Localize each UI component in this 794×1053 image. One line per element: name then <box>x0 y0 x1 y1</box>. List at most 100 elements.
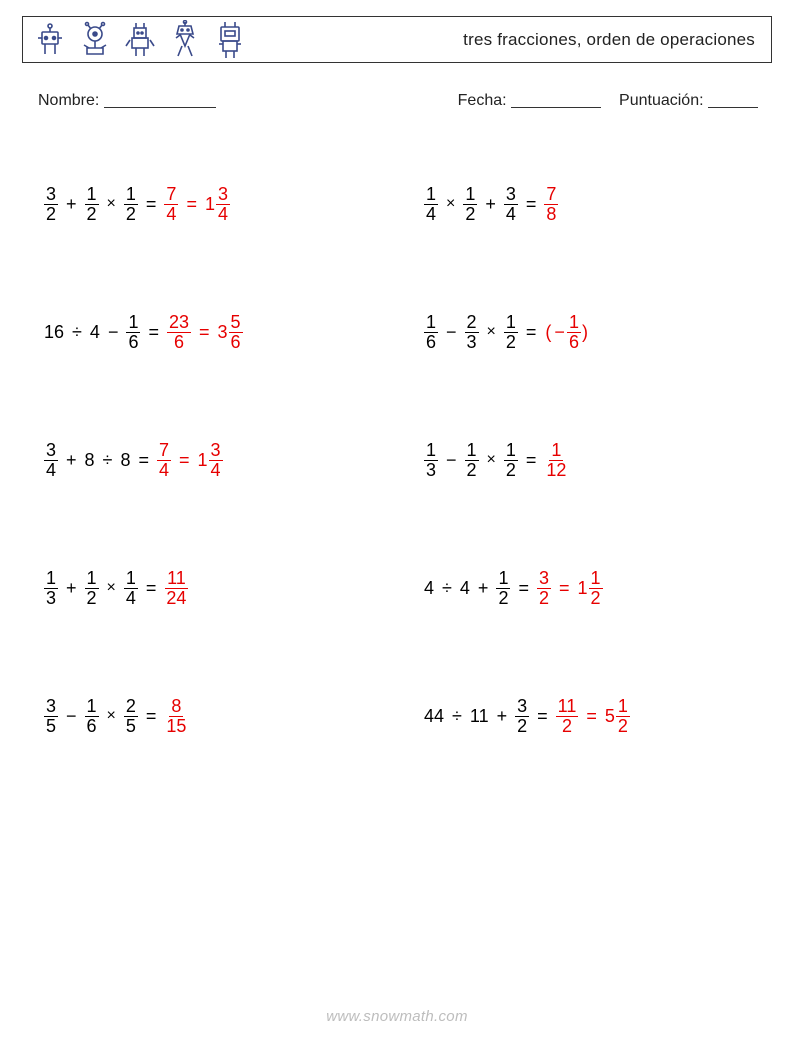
fraction: 34 <box>216 185 230 224</box>
operator: = <box>535 706 550 727</box>
operator: = <box>584 706 599 727</box>
operator: = <box>144 194 159 215</box>
problem-left: 16÷4−16=236=356 <box>44 313 424 352</box>
operator: = <box>524 450 539 471</box>
expression: 13−12×12=112 <box>424 441 568 480</box>
problem-left: 32+12×12=74=134 <box>44 185 424 224</box>
date-blank <box>511 94 601 108</box>
fraction: 13 <box>424 441 438 480</box>
expression: 16÷4−16=236=356 <box>44 313 243 352</box>
problem-left: 34+8÷8=74=134 <box>44 441 424 480</box>
operator: ÷ <box>101 450 115 471</box>
score-field: Puntuación: <box>619 92 758 110</box>
problem-left: 13 +12 × 14 =1124 <box>44 569 424 608</box>
name-label: Nombre: <box>38 92 99 109</box>
problem-row: 13+12×14=11244÷4+12=32=112 <box>44 524 754 652</box>
name-field: Nombre: <box>38 92 458 110</box>
problem-left: 35−16×25=815 <box>44 697 424 736</box>
fraction: 16 <box>567 313 581 352</box>
robot-icon <box>33 20 67 60</box>
problem-right: 13−12×12=112 <box>424 441 754 480</box>
operator: = <box>184 194 199 215</box>
fraction: 12 <box>463 185 477 224</box>
expression: 4÷4+12=32=112 <box>424 569 603 608</box>
mixed-number: 134 <box>205 185 230 224</box>
fraction: 16 <box>85 697 99 736</box>
operator: = <box>197 322 212 343</box>
fraction: 34 <box>44 441 58 480</box>
whole-number: 11 <box>470 706 489 727</box>
fraction: 12 <box>616 697 630 736</box>
mixed-number: 356 <box>218 313 243 352</box>
operator: = <box>146 322 161 343</box>
info-row: Nombre: Fecha: Puntuación: <box>38 92 758 110</box>
score-label: Puntuación: <box>619 92 704 109</box>
fraction: 12 <box>85 569 99 608</box>
problem-row: 32+12×12=74=13414×12+34=78 <box>44 140 754 268</box>
date-label: Fecha: <box>458 92 507 109</box>
fraction: 12 <box>85 185 99 224</box>
operator: = <box>144 578 159 599</box>
operator: ÷ <box>70 322 84 343</box>
problem-right: 14×12+34=78 <box>424 185 754 224</box>
fraction: 236 <box>167 313 191 352</box>
fraction: 34 <box>209 441 223 480</box>
fraction: 112 <box>544 441 568 480</box>
fraction: 32 <box>537 569 551 608</box>
operator: − <box>64 706 79 727</box>
robot-icon <box>123 20 157 60</box>
operator: = <box>144 706 159 727</box>
fraction: 112 <box>556 697 579 736</box>
fraction: 13 <box>44 569 58 608</box>
whole-number: 4 <box>424 578 434 599</box>
fraction: 14 <box>124 569 138 608</box>
operator: + <box>495 706 510 727</box>
score-blank <box>708 94 758 108</box>
problem-row: 16÷4−16=236=35616−23×12=(−16) <box>44 268 754 396</box>
operator: − <box>106 322 121 343</box>
operator: + <box>483 194 498 215</box>
fraction: 12 <box>589 569 603 608</box>
whole-number: 8 <box>120 450 130 471</box>
fraction: 12 <box>504 441 518 480</box>
robot-icons <box>33 20 247 60</box>
operator: × <box>105 195 118 213</box>
operator: × <box>105 579 118 597</box>
expression: 32+12×12=74=134 <box>44 185 230 224</box>
problem-right: 44÷11+32=112=512 <box>424 697 754 736</box>
fraction: 1124 <box>164 569 188 608</box>
operator: × <box>485 323 498 341</box>
operator: × <box>485 451 498 469</box>
fraction: 12 <box>124 185 138 224</box>
expression: 35−16×25=815 <box>44 697 188 736</box>
operator: + <box>64 578 79 599</box>
fraction: 12 <box>465 441 479 480</box>
fraction: 74 <box>157 441 171 480</box>
operator: + <box>64 194 79 215</box>
expression: 34+8÷8=74=134 <box>44 441 223 480</box>
operator: ÷ <box>440 578 454 599</box>
header-box: tres fracciones, orden de operaciones <box>22 16 772 63</box>
problem-right: 16−23×12=(−16) <box>424 313 754 352</box>
expression: 44÷11+32=112=512 <box>424 697 630 736</box>
fraction: 14 <box>424 185 438 224</box>
operator: + <box>476 578 491 599</box>
fraction: 35 <box>44 697 58 736</box>
operator: × <box>105 707 118 725</box>
fraction: 56 <box>229 313 243 352</box>
robot-icon <box>168 20 202 60</box>
fraction: 34 <box>504 185 518 224</box>
footer-url: www.snowmath.com <box>0 1008 794 1025</box>
operator: − <box>444 450 459 471</box>
mixed-number: 134 <box>198 441 223 480</box>
fraction: 23 <box>465 313 479 352</box>
operator: = <box>524 194 539 215</box>
negative-fraction: (−16) <box>544 313 589 352</box>
name-blank <box>104 94 216 108</box>
operator: = <box>136 450 151 471</box>
robot-icon <box>78 20 112 60</box>
operator: − <box>444 322 459 343</box>
fraction: 78 <box>544 185 558 224</box>
worksheet-title: tres fracciones, orden de operaciones <box>463 30 755 50</box>
whole-number: 16 <box>44 322 64 343</box>
